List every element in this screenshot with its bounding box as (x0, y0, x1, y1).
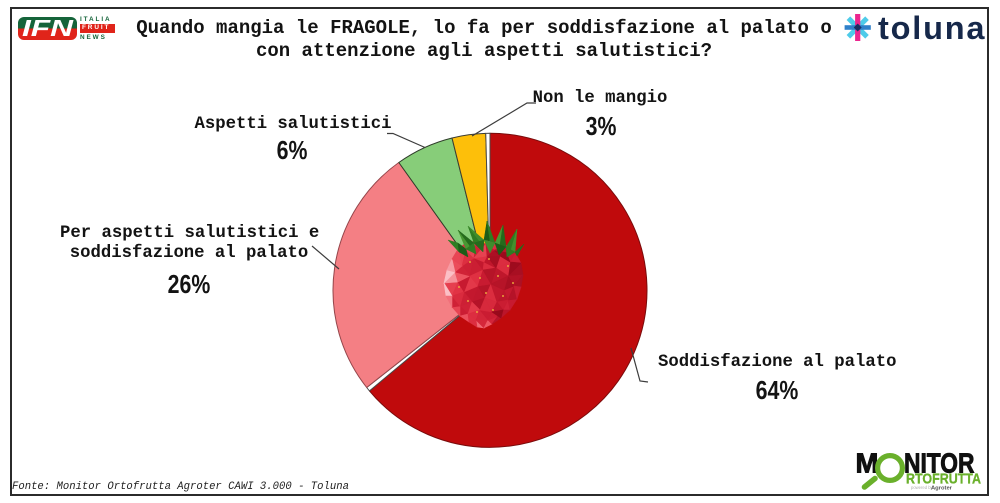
svg-text:Agroter: Agroter (931, 486, 953, 492)
svg-text:RTOFRUTTA: RTOFRUTTA (906, 471, 981, 488)
svg-text:IFN: IFN (22, 17, 74, 40)
svg-text:powered by: powered by (911, 485, 934, 490)
svg-text:M: M (856, 448, 879, 479)
svg-text:NITOR: NITOR (904, 448, 975, 479)
